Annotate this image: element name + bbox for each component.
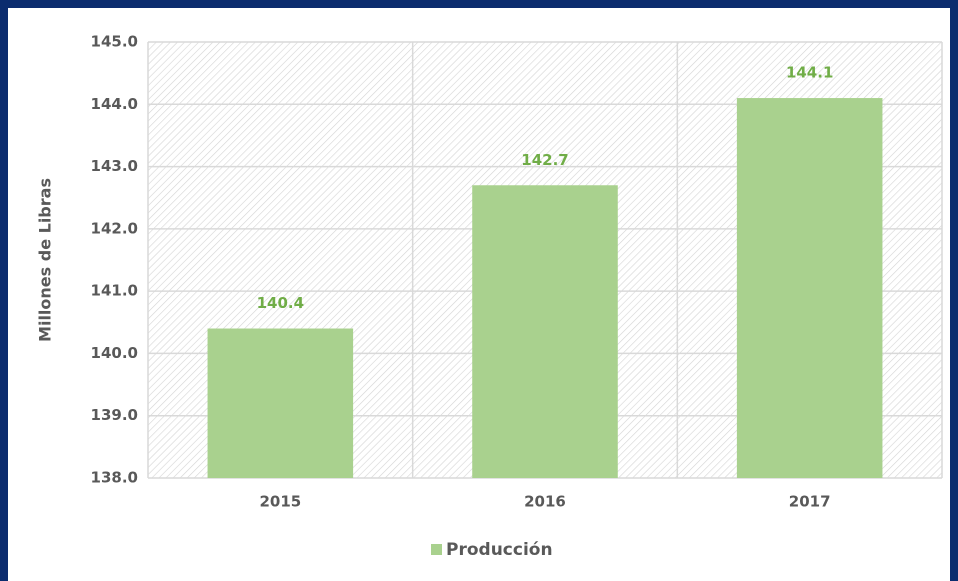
x-tick-label: 2015 — [259, 493, 301, 511]
legend-swatch — [431, 544, 442, 555]
bar — [736, 98, 883, 479]
y-tick-label: 141.0 — [91, 282, 138, 300]
y-tick-label: 139.0 — [91, 406, 138, 424]
y-tick-label: 145.0 — [91, 33, 138, 51]
data-label: 144.1 — [786, 64, 833, 82]
y-tick-label: 143.0 — [91, 157, 138, 175]
y-tick-label: 138.0 — [91, 469, 138, 487]
y-tick-label: 144.0 — [91, 95, 138, 113]
x-tick-label: 2017 — [789, 493, 831, 511]
data-label: 140.4 — [257, 294, 304, 312]
x-tick-label: 2016 — [524, 493, 566, 511]
y-tick-label: 140.0 — [91, 344, 138, 362]
y-tick-label: 142.0 — [91, 219, 138, 237]
y-axis-label: Millones de Libras — [36, 178, 55, 342]
data-label: 142.7 — [521, 151, 568, 169]
bar — [207, 328, 354, 478]
bar — [472, 185, 618, 478]
legend-label: Producción — [446, 540, 553, 560]
